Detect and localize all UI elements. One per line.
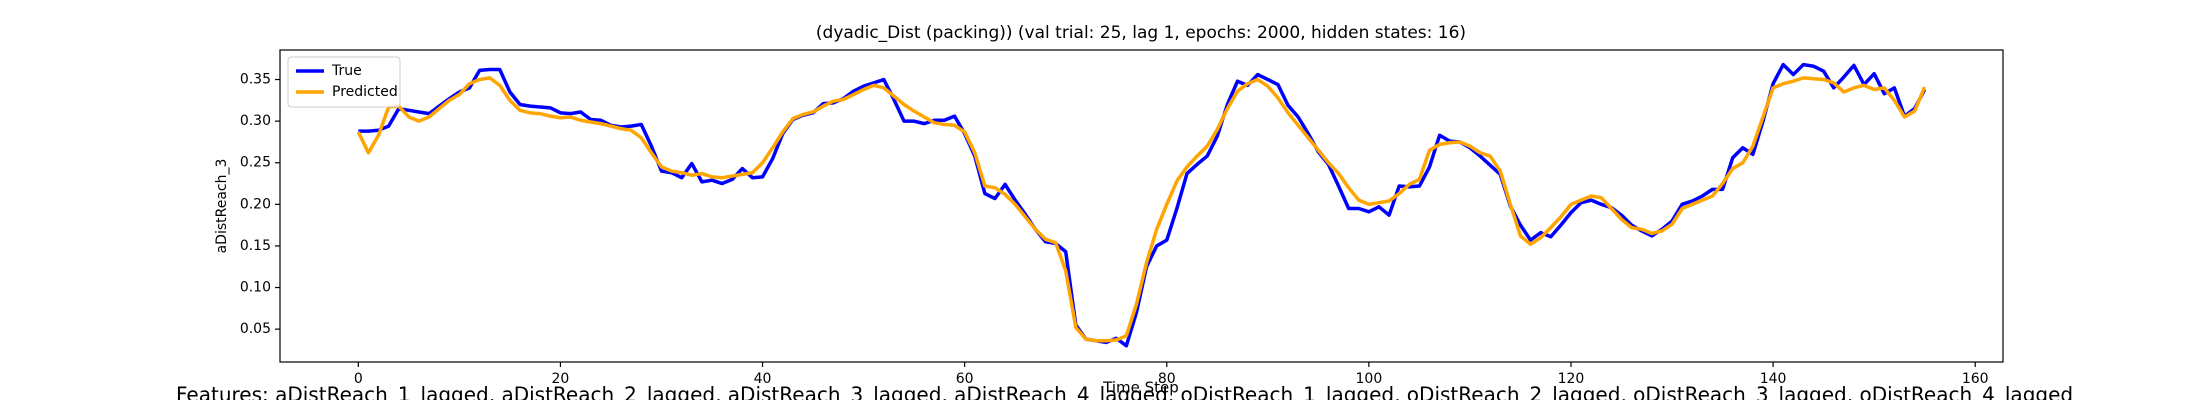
x-tick-label: 100: [1356, 371, 1383, 387]
legend-label: Predicted: [332, 84, 398, 100]
x-axis-label: Time Step: [1102, 379, 1179, 397]
x-tick-label: 140: [1760, 371, 1787, 387]
chart-title: (dyadic_Dist (packing)) (val trial: 25, …: [816, 23, 1466, 43]
x-tick-label: 20: [552, 371, 570, 387]
plot-frame: [279, 49, 2004, 363]
x-tick-label: 40: [754, 371, 772, 387]
footnote: Features: aDistReach_1_lagged, aDistReac…: [176, 383, 2073, 400]
legend-label: True: [331, 63, 362, 79]
x-tick-label: 160: [1962, 371, 1989, 387]
y-tick-label: 0.05: [240, 321, 271, 337]
y-tick-label: 0.30: [240, 113, 271, 129]
y-tick-label: 0.35: [240, 72, 271, 88]
x-tick-label: 60: [956, 371, 974, 387]
y-tick-label: 0.20: [240, 196, 271, 212]
y-axis-label: aDistReach_3: [214, 159, 230, 254]
y-tick-label: 0.25: [240, 155, 271, 171]
x-tick-label: 80: [1158, 371, 1176, 387]
x-tick-label: 120: [1558, 371, 1585, 387]
line-series: [356, 76, 1927, 343]
x-tick-label: 0: [354, 371, 363, 387]
y-tick-label: 0.10: [240, 280, 271, 296]
y-tick-label: 0.15: [240, 238, 271, 254]
